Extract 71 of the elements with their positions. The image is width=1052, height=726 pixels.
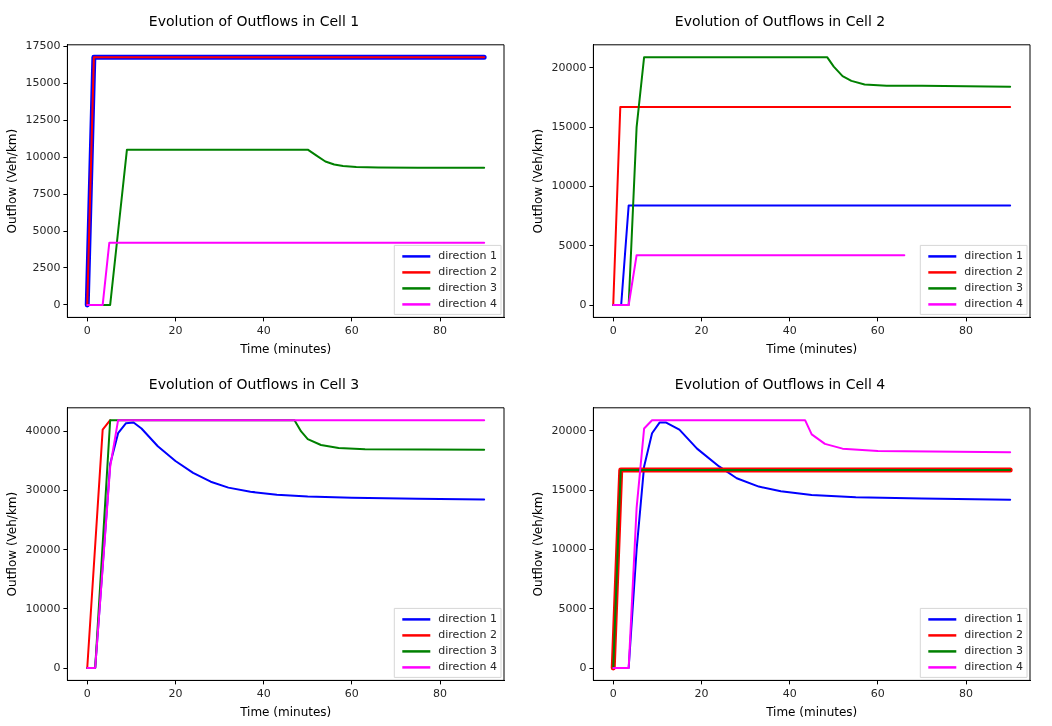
y-tick-label: 15000 bbox=[25, 75, 61, 89]
x-tick-label: 60 bbox=[344, 323, 359, 337]
y-axis-title: Outflow (Veh/km) bbox=[5, 491, 20, 597]
y-tick-label: 0 bbox=[579, 660, 587, 674]
x-tick-label: 0 bbox=[609, 323, 617, 337]
y-tick-label: 5000 bbox=[32, 223, 61, 237]
legend-label: direction 2 bbox=[964, 628, 1023, 642]
y-tick-label: 10000 bbox=[551, 179, 587, 193]
x-axis-title: Time (minutes) bbox=[239, 341, 332, 356]
x-tick-label: 40 bbox=[782, 323, 797, 337]
legend-label: direction 3 bbox=[438, 644, 497, 658]
x-tick-label: 80 bbox=[959, 686, 974, 700]
y-tick-label: 20000 bbox=[25, 542, 61, 556]
x-tick-label: 40 bbox=[256, 323, 271, 337]
legend-label: direction 4 bbox=[438, 297, 497, 311]
x-tick-label: 0 bbox=[83, 323, 91, 337]
y-tick-label: 12500 bbox=[25, 112, 61, 126]
x-tick-label: 40 bbox=[256, 686, 271, 700]
legend-label: direction 4 bbox=[964, 660, 1023, 674]
legend-label: direction 4 bbox=[438, 660, 497, 674]
y-tick-label: 5000 bbox=[558, 238, 587, 252]
x-axis-title: Time (minutes) bbox=[765, 704, 858, 719]
legend-label: direction 4 bbox=[964, 297, 1023, 311]
x-axis-title: Time (minutes) bbox=[239, 704, 332, 719]
y-tick-label: 0 bbox=[53, 297, 61, 311]
chart-title: Evolution of Outflows in Cell 2 bbox=[674, 13, 886, 30]
legend-label: direction 1 bbox=[438, 612, 497, 626]
x-axis-title: Time (minutes) bbox=[765, 341, 858, 356]
y-axis-title: Outflow (Veh/km) bbox=[531, 491, 546, 597]
y-tick-label: 20000 bbox=[551, 423, 587, 437]
legend-label: direction 2 bbox=[964, 265, 1023, 279]
y-tick-label: 2500 bbox=[32, 260, 61, 274]
x-tick-label: 20 bbox=[694, 686, 709, 700]
y-tick-label: 20000 bbox=[551, 60, 587, 74]
y-axis-title: Outflow (Veh/km) bbox=[5, 128, 20, 234]
x-tick-label: 20 bbox=[168, 686, 183, 700]
y-tick-label: 10000 bbox=[25, 601, 61, 615]
legend-label: direction 1 bbox=[438, 249, 497, 263]
x-tick-label: 0 bbox=[83, 686, 91, 700]
legend-label: direction 3 bbox=[964, 281, 1023, 295]
y-tick-label: 10000 bbox=[25, 149, 61, 163]
y-tick-label: 7500 bbox=[32, 186, 61, 200]
legend-label: direction 1 bbox=[964, 249, 1023, 263]
legend-label: direction 2 bbox=[438, 265, 497, 279]
y-tick-label: 17500 bbox=[25, 38, 61, 52]
x-tick-label: 80 bbox=[433, 686, 448, 700]
y-tick-label: 15000 bbox=[551, 120, 587, 134]
x-tick-label: 80 bbox=[959, 323, 974, 337]
x-tick-label: 20 bbox=[168, 323, 183, 337]
x-tick-label: 0 bbox=[609, 686, 617, 700]
chart-title: Evolution of Outflows in Cell 3 bbox=[148, 376, 360, 393]
y-tick-label: 30000 bbox=[25, 483, 61, 497]
y-tick-label: 0 bbox=[53, 660, 61, 674]
legend-label: direction 3 bbox=[438, 281, 497, 295]
legend-label: direction 3 bbox=[964, 644, 1023, 658]
y-tick-label: 40000 bbox=[25, 424, 61, 438]
y-tick-label: 0 bbox=[579, 297, 587, 311]
y-tick-label: 10000 bbox=[551, 542, 587, 556]
y-tick-label: 5000 bbox=[558, 601, 587, 615]
legend-label: direction 2 bbox=[438, 628, 497, 642]
chart-title: Evolution of Outflows in Cell 1 bbox=[148, 13, 360, 30]
x-tick-label: 40 bbox=[782, 686, 797, 700]
y-axis-title: Outflow (Veh/km) bbox=[531, 128, 546, 234]
x-tick-label: 60 bbox=[344, 686, 359, 700]
x-tick-label: 60 bbox=[870, 323, 885, 337]
x-tick-label: 60 bbox=[870, 686, 885, 700]
x-tick-label: 20 bbox=[694, 323, 709, 337]
x-tick-label: 80 bbox=[433, 323, 448, 337]
y-tick-label: 15000 bbox=[551, 483, 587, 497]
legend-label: direction 1 bbox=[964, 612, 1023, 626]
chart-title: Evolution of Outflows in Cell 4 bbox=[674, 376, 886, 393]
